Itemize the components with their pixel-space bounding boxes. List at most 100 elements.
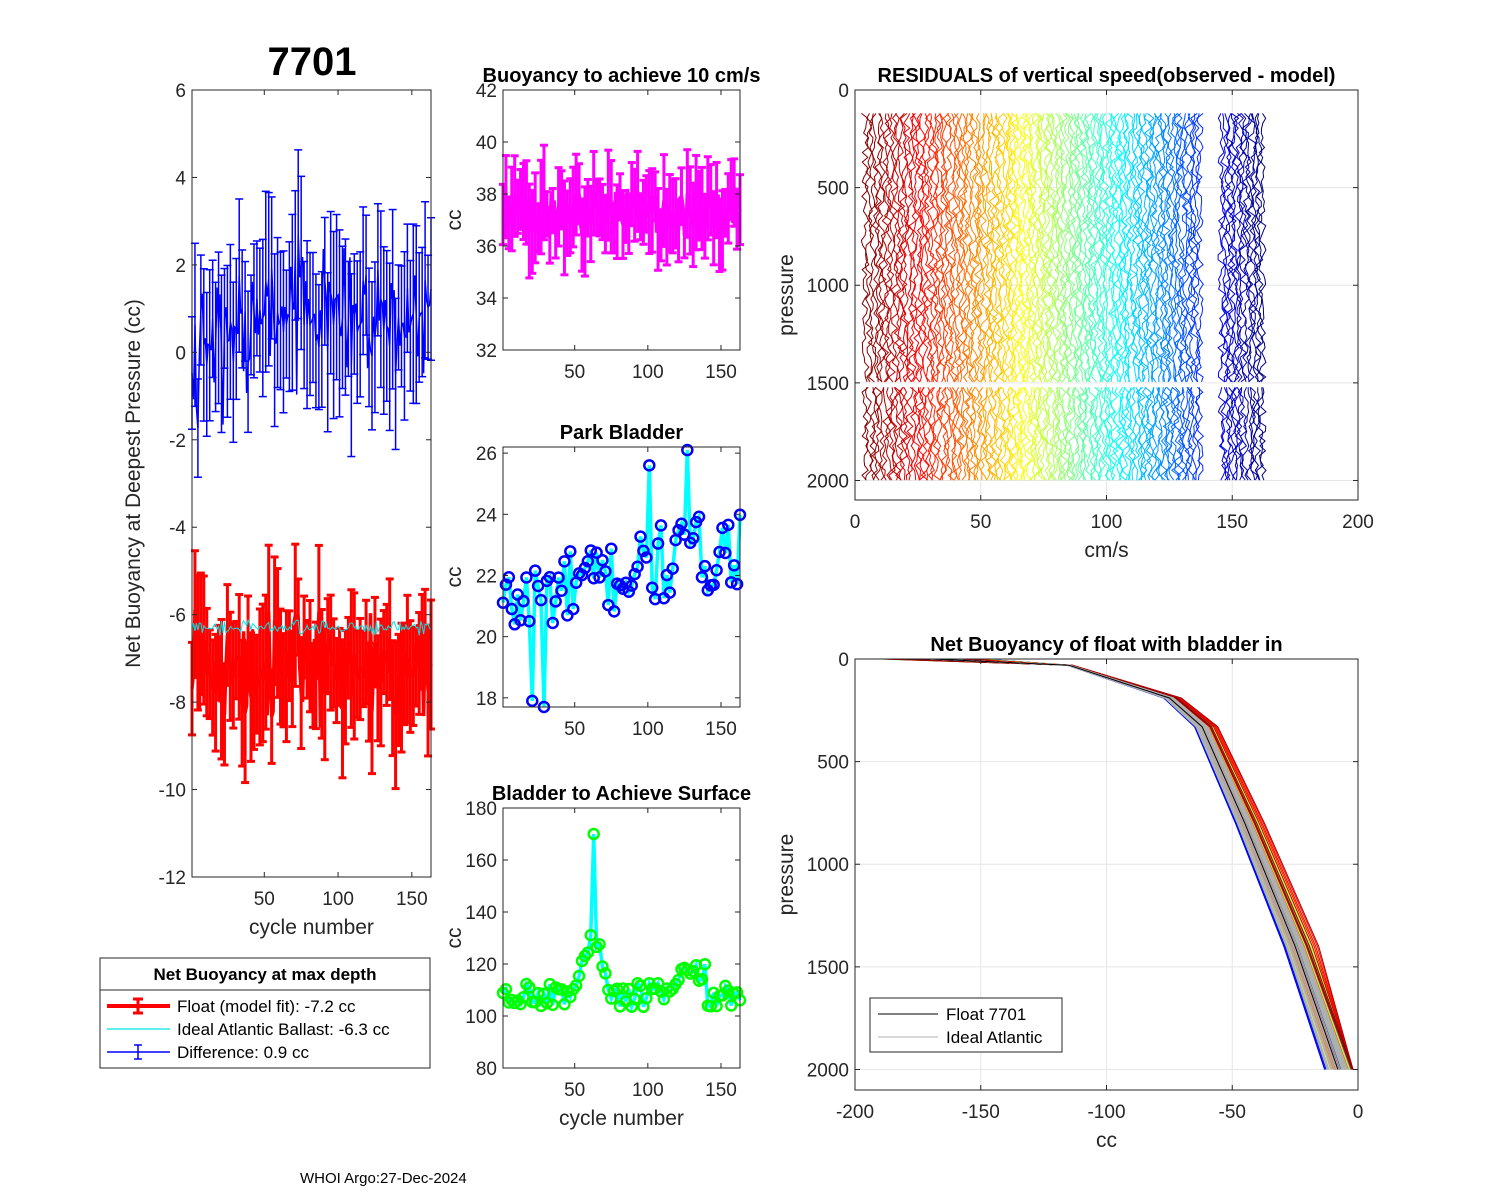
residual-profile (944, 113, 954, 382)
residual-profile (1118, 113, 1127, 383)
residual-profile (1049, 386, 1057, 481)
residual-profile (938, 386, 948, 481)
residual-profile (915, 113, 924, 383)
data-point (695, 972, 709, 986)
buoyancy_10cms-ytick-label: 36 (476, 237, 497, 258)
residual-profile (1124, 387, 1132, 481)
residual-profile (1045, 112, 1054, 383)
series-line (190, 609, 433, 728)
park_bladder-frame: 50 100 150 18 20 22 24 26 Park Bladder cc (443, 422, 741, 740)
data-point (663, 985, 677, 998)
residual-profile (1042, 113, 1052, 383)
residual-profile (1238, 387, 1248, 481)
residual-profile (1013, 113, 1023, 383)
data-point (625, 579, 638, 592)
bladder_surface-xtick-label: 50 (564, 1080, 585, 1101)
data-point (698, 559, 712, 573)
residual-profile (973, 113, 983, 383)
data-point (628, 992, 641, 1006)
bladder_surface-ytick-label: 120 (465, 955, 497, 976)
data-point (698, 957, 712, 971)
residual-profile (976, 386, 986, 481)
net_buoyancy-ytick-label: 6 (175, 81, 186, 102)
buoyancy_10cms-ytick-label: 32 (476, 341, 497, 362)
data-point (596, 553, 609, 567)
park_bladder-ytick-label: 22 (476, 566, 497, 587)
park_bladder-ytick-label: 20 (476, 628, 497, 649)
park-bladder-axes: 50 100 150 18 20 22 24 26 Park Bladder cc (443, 422, 747, 740)
bladder_surface-plot (496, 827, 747, 1014)
data-point (599, 967, 612, 980)
residuals-ytick-label: 2000 (807, 471, 849, 492)
residual-profile (917, 113, 927, 383)
data-point (523, 981, 536, 994)
park_bladder-ytick-label: 24 (476, 505, 498, 526)
residual-profile (997, 387, 1006, 481)
residual-profile (941, 387, 951, 481)
bladder_surface-ylabel: cc (443, 928, 466, 949)
residual-profile (1112, 113, 1121, 382)
data-point (724, 999, 738, 1012)
residual-profile (1096, 387, 1103, 481)
residual-profile (920, 113, 930, 383)
bladder_surface-ytick-label: 100 (465, 1007, 497, 1028)
residual-profile (1048, 113, 1057, 383)
residual-profile (1247, 387, 1256, 481)
residual-profile (1065, 387, 1074, 481)
residual-profile (874, 386, 883, 481)
net_buoyancy_profile-xtick-label: 0 (1353, 1102, 1364, 1123)
residual-profile (1244, 113, 1254, 383)
net_buoyancy-xlabel: cycle number (249, 916, 374, 939)
data-point (657, 992, 671, 1006)
legend-ideal-label: Ideal Atlantic Ballast: -6.3 cc (177, 1020, 390, 1039)
residual-profile (1258, 387, 1267, 481)
residual-profile (1190, 387, 1198, 481)
bladder_surface-ytick-label: 160 (465, 851, 497, 872)
data-point (599, 565, 612, 578)
net_buoyancy-ytick-label: -4 (169, 518, 186, 539)
residual-profile (1101, 113, 1110, 383)
net_buoyancy-xtick-label: 150 (396, 889, 428, 910)
park_bladder-ytick-label: 26 (476, 444, 497, 465)
residual-profile (929, 113, 939, 382)
residual-profile (973, 386, 983, 481)
residual-profile (887, 387, 896, 481)
park_bladder-xtick-label: 50 (564, 719, 585, 740)
data-point (531, 579, 545, 593)
residual-profile (929, 387, 937, 481)
data-point (640, 991, 653, 1005)
legend-float-label: Float (model fit): -7.2 cc (177, 997, 356, 1016)
residual-profile (899, 113, 908, 383)
residual-profile (883, 113, 893, 383)
data-point (710, 563, 723, 577)
data-point (499, 983, 513, 996)
data-point (686, 964, 700, 978)
residual-profile (1140, 386, 1149, 481)
data-point (517, 594, 530, 608)
residual-profile (1023, 387, 1032, 481)
residual-profile (1079, 113, 1088, 383)
data-point (663, 586, 677, 599)
series-buoyancy-10cms (499, 143, 744, 280)
data-point (505, 602, 519, 616)
residuals-ytick-label: 500 (817, 179, 849, 200)
residual-profile (1068, 387, 1076, 481)
residual-profile (905, 387, 914, 481)
data-point (558, 555, 571, 568)
data-point (581, 946, 595, 959)
residual-profile (991, 387, 1000, 481)
residual-profile (1175, 113, 1186, 383)
residual-profile (1181, 387, 1191, 481)
residual-profile (985, 113, 994, 383)
data-point (546, 998, 559, 1012)
residual-profile (965, 387, 974, 481)
residual-profile (994, 113, 1003, 383)
park_bladder-title: Park Bladder (560, 422, 684, 444)
legend-float7701-label: Float 7701 (946, 1005, 1026, 1024)
residual-profile (1011, 387, 1020, 481)
residual-profile (1156, 113, 1166, 382)
residual-profile (1246, 113, 1256, 383)
residual-profile (1142, 113, 1152, 382)
buoyancy_10cms-axes-box (502, 89, 741, 351)
